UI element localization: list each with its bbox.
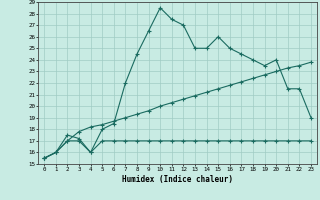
X-axis label: Humidex (Indice chaleur): Humidex (Indice chaleur) (122, 175, 233, 184)
